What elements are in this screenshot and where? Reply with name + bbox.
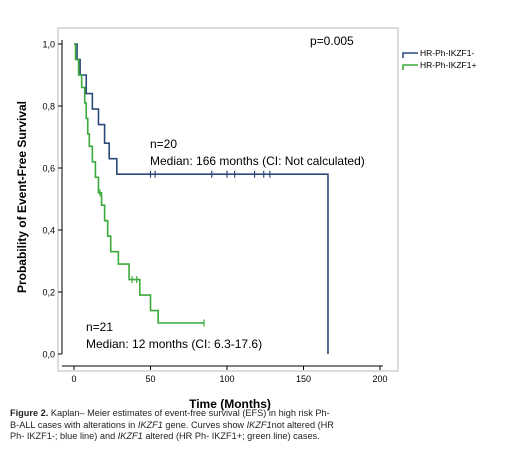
caption-text-2: B-ALL cases with alterations in [10, 419, 138, 430]
caption-gene-1: IKZF1 [137, 419, 163, 430]
x-axis-label: Time (Months) [189, 397, 271, 411]
caption-text-5: Ph- IKZF1-; blue line) and [10, 431, 118, 441]
y-axis-label: Probability of Event-Free Survival [15, 101, 29, 293]
y-tick-label: 0,4 [42, 226, 55, 236]
x-tick-label: 100 [219, 374, 234, 384]
legend-label-blue: HR-Ph-IKZF1- [420, 48, 474, 58]
legend-swatch [402, 64, 418, 70]
caption-text-1: Kaplan– Meier estimates of event-free su… [48, 408, 330, 418]
y-tick-label: 0,0 [42, 350, 55, 360]
p-value-label: p=0.005 [310, 34, 354, 48]
legend-swatch [402, 52, 418, 58]
x-axis-ticks: 0 50 100 150 200 [71, 366, 388, 384]
x-tick-label: 200 [372, 374, 387, 384]
figure-caption: Figure 2. Kaplan– Meier estimates of eve… [10, 408, 450, 443]
survival-curves [74, 43, 329, 354]
survival-curve-green [74, 43, 205, 324]
legend: HR-Ph-IKZF1- HR-Ph-IKZF1+ [402, 48, 476, 70]
caption-text-3: gene. Curves show [162, 419, 247, 430]
x-tick-label: 150 [296, 374, 311, 384]
y-tick-label: 0,6 [42, 164, 55, 174]
y-tick-label: 1,0 [42, 40, 55, 50]
caption-gene-3: IKZF1 [117, 431, 143, 441]
legend-label-green: HR-Ph-IKZF1+ [420, 60, 476, 70]
annotation-median-blue: Median: 166 months (CI: Not calculated) [150, 154, 365, 168]
annotation-median-green: Median: 12 months (CI: 6.3-17.6) [86, 337, 262, 351]
plot-frame [57, 27, 399, 372]
caption-figure-label: Figure 2. [10, 408, 49, 418]
caption-text-6: altered (HR Ph- IKZF1+; green line) case… [142, 431, 320, 441]
annotation-n-blue: n=20 [150, 137, 177, 151]
x-tick-label: 50 [145, 374, 155, 384]
annotation-n-green: n=21 [86, 320, 113, 334]
caption-gene-2: IKZF1 [246, 419, 272, 430]
y-axis-ticks: 0,0 0,2 0,4 0,6 0,8 1,0 [42, 40, 62, 360]
survival-curve-blue [74, 43, 329, 354]
y-tick-label: 0,2 [42, 288, 55, 298]
caption-text-4: not altered (HR [271, 419, 334, 430]
y-tick-label: 0,8 [42, 102, 55, 112]
x-tick-label: 0 [71, 374, 76, 384]
